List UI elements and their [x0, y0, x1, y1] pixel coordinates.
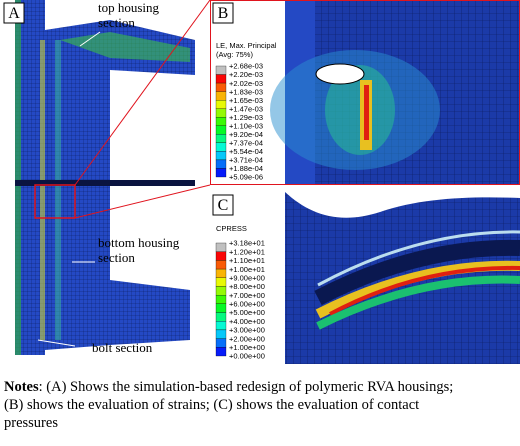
legend-label: +6.00e+00 [229, 300, 265, 309]
legend-label: +9.20e-04 [229, 130, 263, 139]
legend-swatch [215, 277, 227, 287]
legend-swatch [215, 91, 227, 101]
notes-line: pressures [4, 415, 58, 431]
legend-label: +5.09e-06 [229, 173, 263, 182]
legend-label: +1.00e+01 [229, 265, 265, 274]
legend-swatch [215, 125, 227, 135]
legend-swatch [215, 134, 227, 143]
panel-label: B [218, 5, 229, 22]
legend-label: +1.29e-03 [229, 113, 263, 122]
legend-swatch [215, 329, 227, 339]
legend-label: +1.47e-03 [229, 104, 263, 113]
legend-label: +1.20e+01 [229, 247, 265, 256]
legend-label: +0.00e+00 [229, 352, 265, 361]
legend-swatch [215, 100, 227, 109]
legend-label: +2.00e+00 [229, 334, 265, 343]
legend-label: +1.83e-03 [229, 87, 263, 96]
notes-label: Notes [4, 379, 39, 395]
legend-title: CPRESS [216, 224, 247, 233]
legend-label: +5.00e+00 [229, 308, 265, 317]
annotation: bottom housing [98, 235, 180, 250]
legend-title: LE, Max. Principal [216, 41, 277, 50]
legend-label: +1.65e-03 [229, 96, 263, 105]
legend-swatch [215, 312, 227, 322]
legend-label: +8.00e+00 [229, 282, 265, 291]
legend-label: +1.88e-04 [229, 164, 263, 173]
legend-swatch [215, 151, 227, 161]
panel-b-drawing [210, 0, 520, 185]
annotation: top housing [98, 0, 160, 15]
legend-swatch [215, 338, 227, 348]
legend-label: +1.10e-03 [229, 121, 263, 130]
annotation: section [98, 250, 135, 265]
legend-label: +7.00e+00 [229, 291, 265, 300]
legend-swatch [215, 108, 227, 118]
legend-label: +2.20e-03 [229, 70, 263, 79]
legend-swatch [215, 303, 227, 313]
legend-label: +1.00e+00 [229, 343, 265, 352]
legend-swatch [215, 251, 227, 261]
legend-swatch [215, 142, 227, 152]
notes-line: (B) shows the evaluation of strains; (C)… [4, 397, 420, 413]
legend-swatch [215, 159, 227, 169]
legend-swatch [215, 268, 227, 278]
legend-label: +7.37e-04 [229, 139, 263, 148]
legend-swatch [215, 295, 227, 304]
legend-swatch [215, 242, 227, 252]
legend-swatch [215, 286, 227, 296]
panel-label: C [218, 197, 229, 214]
legend-swatch [215, 74, 227, 84]
annotation: section [98, 15, 135, 30]
legend-label: +3.18e+01 [229, 239, 265, 248]
legend-swatch [215, 347, 227, 357]
panel-a-drawing [3, 0, 211, 355]
legend-label: +9.00e+00 [229, 273, 265, 282]
annotation: bolt section [92, 340, 153, 355]
legend-swatch [215, 168, 227, 178]
legend-swatch [215, 117, 227, 126]
legend-swatch [215, 65, 227, 75]
panel-c-drawing [210, 192, 520, 364]
notes-line: : (A) Shows the simulation-based redesig… [38, 379, 454, 395]
legend-label: +3.00e+00 [229, 326, 265, 335]
legend-title: (Avg: 75%) [216, 50, 253, 59]
legend-swatch [215, 260, 227, 270]
legend-swatch [215, 321, 227, 331]
legend-label: +2.68e-03 [229, 62, 263, 71]
legend-label: +1.10e+01 [229, 256, 265, 265]
notes: Notes: (A) Shows the simulation-based re… [4, 378, 516, 432]
panel-label: A [8, 5, 20, 22]
legend-label: +3.71e-04 [229, 156, 263, 165]
legend-label: +4.00e+00 [229, 317, 265, 326]
legend-label: +5.54e-04 [229, 147, 263, 156]
legend-label: +2.02e-03 [229, 79, 263, 88]
legend-swatch [215, 82, 227, 92]
